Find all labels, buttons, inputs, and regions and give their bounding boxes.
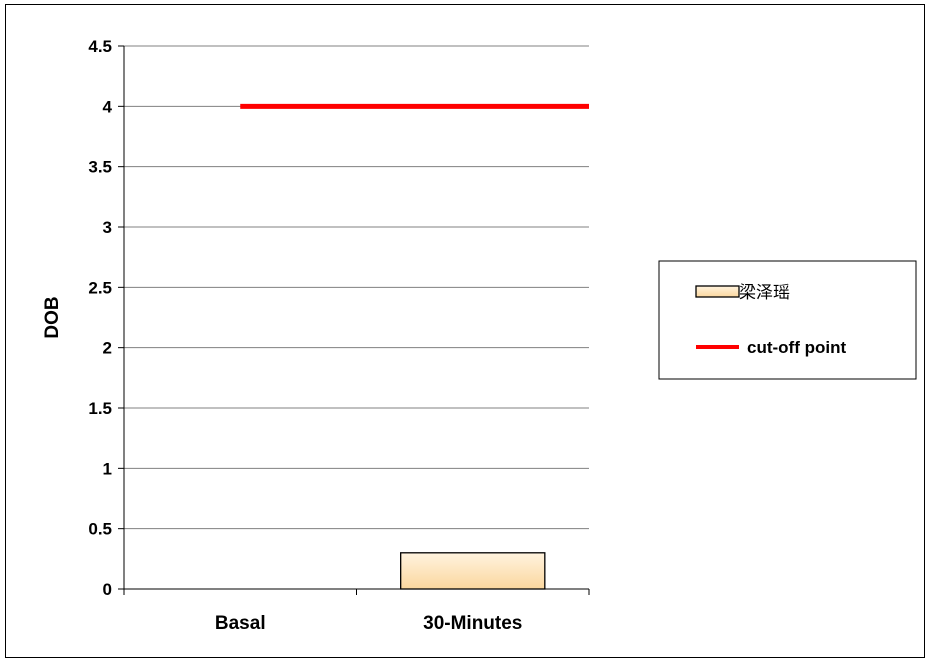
legend-box	[658, 260, 917, 380]
legend-swatch-bar	[695, 285, 740, 298]
y-tick-label: 0	[103, 580, 112, 599]
y-tick-label: 2	[103, 339, 112, 358]
y-axis-label: DOB	[42, 296, 63, 338]
axes	[123, 46, 590, 595]
legend: 梁泽瑶 cut-off point	[658, 260, 917, 380]
legend-label-line: cut-off point	[747, 338, 846, 357]
y-tick-label: 1.5	[88, 399, 112, 418]
x-category-labels: Basal 30-Minutes	[215, 613, 522, 634]
y-tick-label: 4	[103, 97, 113, 116]
y-tick-labels: 0 0.5 1 1.5 2 2.5 3 3.5 4 4.5	[88, 37, 112, 599]
y-tick-label: 4.5	[88, 37, 112, 56]
y-tick-label: 3	[103, 218, 112, 237]
gridlines	[118, 45, 589, 590]
bar	[400, 552, 546, 590]
y-tick-label: 3.5	[88, 158, 112, 177]
bar-chart: 0 0.5 1 1.5 2 2.5 3 3.5 4 4.5 Basal 30-Minutes DOB…	[42, 37, 917, 634]
x-category-label: Basal	[215, 613, 266, 634]
y-tick-label: 1	[103, 459, 112, 478]
bars	[400, 552, 546, 590]
x-category-label: 30-Minutes	[423, 613, 522, 634]
chart-frame: 0 0.5 1 1.5 2 2.5 3 3.5 4 4.5 Basal 30-Minutes DOB…	[5, 4, 925, 658]
y-tick-label: 2.5	[88, 278, 112, 297]
legend-label-bar: 梁泽瑶	[739, 283, 790, 302]
y-tick-label: 0.5	[88, 520, 112, 539]
